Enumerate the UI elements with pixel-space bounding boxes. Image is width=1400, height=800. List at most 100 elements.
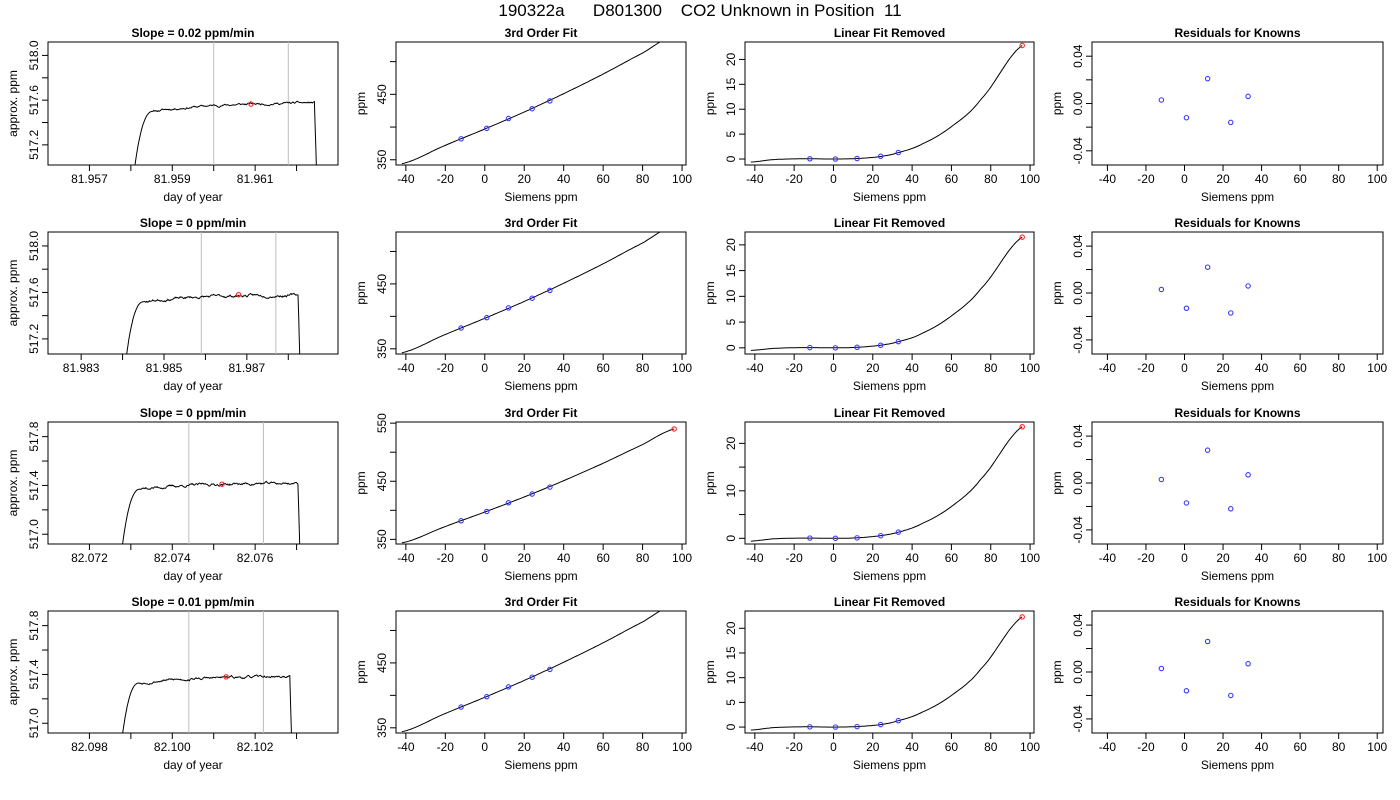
known-standard-point [832,345,839,351]
known-standard-point [895,529,902,535]
x-tick-label: 82.098 [71,740,108,754]
known-standard-point [1183,114,1190,121]
y-axis-label: ppm [1050,471,1064,494]
known-standard-point [1228,119,1234,126]
known-standard-point [505,684,512,690]
panel-title: Slope = 0 ppm/min [140,406,246,420]
y-tick-label: 0.04 [1071,613,1085,637]
known-standard-point [854,723,860,730]
panel-title: Residuals for Knowns [1174,26,1300,40]
y-tick-label: 517.0 [27,519,41,549]
x-tick-label: 60 [596,740,610,754]
x-tick-label: 82.074 [154,551,191,565]
x-tick-label: 20 [1216,172,1230,186]
x-tick-label: 0 [830,740,837,754]
panel-title: Linear Fit Removed [834,216,945,230]
panel-title: 3rd Order Fit [505,26,578,40]
panel-title: Residuals for Knowns [1174,406,1300,420]
x-tick-label: 80 [636,551,650,565]
y-tick-label: 450 [375,471,389,491]
x-tick-label: 100 [672,551,692,565]
x-tick-label: -40 [397,361,415,375]
x-tick-label: 0 [830,361,837,375]
panel-r3-c4: Residuals for Knowns -40 -20 0 20 40 60 80 100 -0… [1050,406,1388,583]
x-tick-label: -20 [437,740,455,754]
unknown-sample-point [671,426,677,432]
fit-curve [750,236,1023,351]
known-standard-point [529,674,535,680]
panel-r4-c1: Slope = 0.01 ppm/min 82.098 82.100 82.102 51… [6,595,339,772]
y-tick-label: 0.04 [1071,44,1085,68]
y-tick-label: 350 [375,529,389,549]
known-standard-point [877,532,884,539]
known-standard-point [1228,506,1234,512]
x-tick-label: 20 [518,551,532,565]
fit-curve [401,232,662,354]
known-standard-point [1158,665,1165,672]
plot-area [750,42,1025,163]
x-tick-label: -40 [746,551,764,565]
x-tick-label: 40 [1255,361,1269,375]
plot-frame [395,421,687,545]
unknown-sample-point [672,602,676,606]
x-tick-label: 40 [557,740,571,754]
x-axis-label: Siemens ppm [1201,379,1274,393]
known-standard-point [505,115,512,122]
fit-curve [750,426,1023,542]
y-tick-label: 10 [724,102,738,116]
x-tick-label: -20 [785,551,803,565]
unknown-sample-point [1019,614,1025,620]
y-tick-label: 0 [724,155,738,162]
y-tick-label: 10 [724,289,738,303]
known-standard-point [895,338,902,345]
page-title: 190322a D801300 CO2 Unknown in Position … [498,1,902,20]
plot-frame [395,610,687,734]
x-tick-label: 100 [1367,740,1387,754]
x-tick-label: -40 [397,740,415,754]
y-tick-label: 517.2 [27,130,41,160]
x-axis-label: Siemens ppm [853,569,926,583]
x-tick-label: 100 [672,740,692,754]
panel-title: Slope = 0.02 ppm/min [131,26,254,40]
panel-title: Slope = 0.01 ppm/min [131,595,254,609]
x-tick-label: 80 [984,361,998,375]
x-tick-label: 20 [518,361,532,375]
known-standard-point [1228,310,1234,316]
panel-r1-c4: Residuals for Knowns -40 -20 0 20 40 60 80 100 -0… [1050,26,1388,204]
known-standard-point [547,666,553,673]
known-standard-point [832,535,839,542]
x-tick-label: -40 [397,172,415,186]
y-tick-label: 5 [724,699,738,706]
x-tick-label: 100 [1020,740,1040,754]
y-axis-label: approx. ppm [6,260,20,327]
plot-frame [47,610,339,734]
y-axis-label: ppm [354,281,368,304]
x-tick-label: -20 [437,172,455,186]
y-tick-label: 0.00 [1071,471,1085,495]
unknown-sample-point [672,223,676,227]
panel-r1-c3: Linear Fit Removed -40 -20 0 20 40 60 80 100 0 5 10… [703,26,1040,204]
known-standard-point [458,704,464,710]
x-tick-label: 60 [945,740,959,754]
x-axis-label: day of year [163,758,222,772]
y-tick-label: 20 [724,621,738,635]
x-tick-label: 20 [1216,551,1230,565]
known-standard-point [1158,476,1165,483]
x-tick-label: 40 [557,361,571,375]
y-tick-label: 0 [724,535,738,542]
known-standard-point [807,156,813,162]
x-tick-label: -40 [1099,740,1117,754]
x-tick-label: 82.076 [237,551,274,565]
plot-frame [1091,421,1384,545]
plot-frame [395,41,687,166]
y-tick-label: 517.0 [27,708,41,738]
y-axis-label: ppm [1050,92,1064,115]
y-tick-label: 517.6 [27,85,41,115]
known-standard-point [505,500,512,506]
known-standard-point [1204,75,1211,82]
y-axis-label: approx. ppm [6,70,20,137]
x-tick-label: -20 [785,361,803,375]
x-tick-label: 0 [830,172,837,186]
known-standard-point [1183,688,1190,694]
x-tick-label: 80 [984,740,998,754]
